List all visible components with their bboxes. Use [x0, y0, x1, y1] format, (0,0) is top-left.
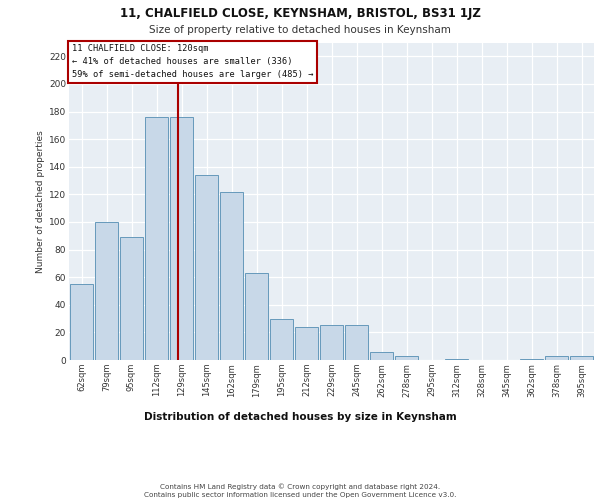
Bar — [395, 356, 418, 360]
Text: 11, CHALFIELD CLOSE, KEYNSHAM, BRISTOL, BS31 1JZ: 11, CHALFIELD CLOSE, KEYNSHAM, BRISTOL, … — [119, 8, 481, 20]
Bar — [245, 273, 268, 360]
Text: Size of property relative to detached houses in Keynsham: Size of property relative to detached ho… — [149, 25, 451, 35]
Text: Contains HM Land Registry data © Crown copyright and database right 2024.
Contai: Contains HM Land Registry data © Crown c… — [144, 484, 456, 498]
Bar — [70, 284, 94, 360]
Bar — [320, 326, 343, 360]
Bar — [295, 327, 319, 360]
Bar — [569, 356, 593, 360]
Text: 11 CHALFIELD CLOSE: 120sqm
← 41% of detached houses are smaller (336)
59% of sem: 11 CHALFIELD CLOSE: 120sqm ← 41% of deta… — [71, 44, 313, 80]
Bar — [170, 117, 193, 360]
Bar — [520, 358, 544, 360]
Bar — [344, 326, 368, 360]
Bar — [269, 318, 293, 360]
Bar — [194, 175, 218, 360]
Bar — [370, 352, 394, 360]
Bar — [119, 237, 143, 360]
Bar — [445, 358, 469, 360]
Bar — [145, 117, 169, 360]
Bar — [220, 192, 244, 360]
Bar — [95, 222, 118, 360]
Text: Distribution of detached houses by size in Keynsham: Distribution of detached houses by size … — [143, 412, 457, 422]
Y-axis label: Number of detached properties: Number of detached properties — [36, 130, 45, 272]
Bar — [545, 356, 568, 360]
